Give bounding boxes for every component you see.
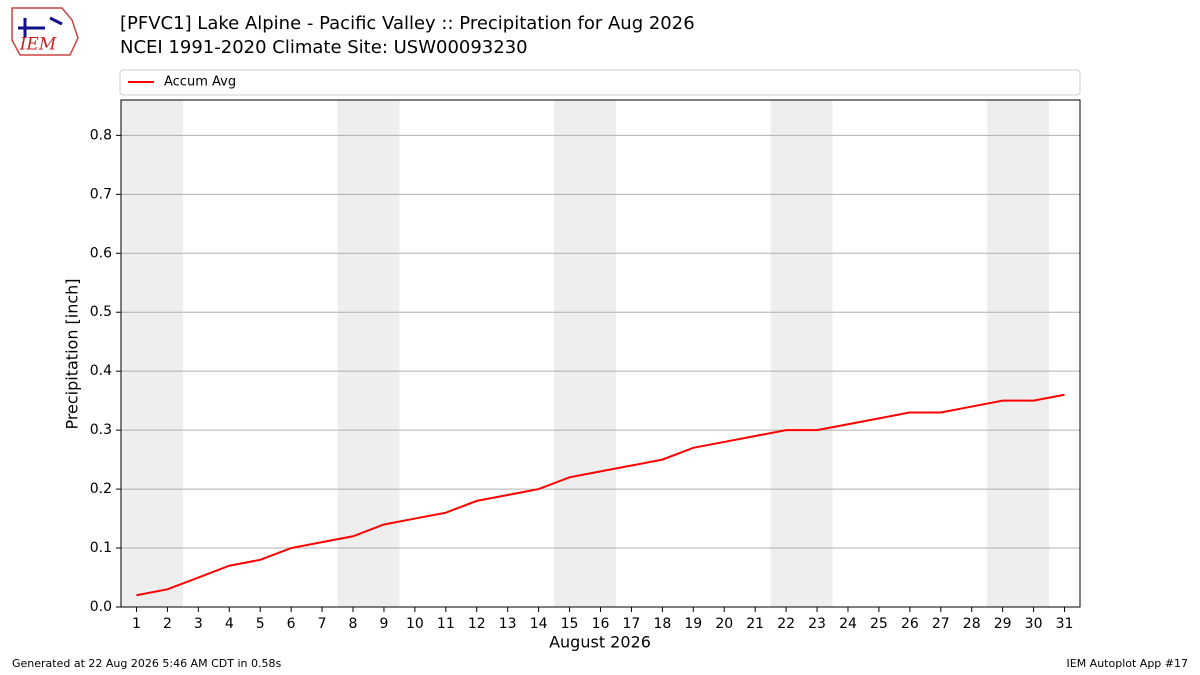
x-tick-label: 30: [1025, 616, 1043, 632]
footer-right: IEM Autoplot App #17: [1067, 657, 1189, 670]
y-axis-label: Precipitation [inch]: [63, 278, 82, 429]
x-tick-label: 22: [777, 616, 795, 632]
x-tick-label: 18: [653, 616, 671, 632]
y-tick-label: 0.5: [90, 304, 112, 320]
x-tick-label: 28: [963, 616, 981, 632]
x-tick-label: 10: [406, 616, 424, 632]
x-tick-label: 7: [318, 616, 327, 632]
logo: IEM: [11, 7, 79, 56]
x-tick-label: 29: [994, 616, 1012, 632]
x-tick-label: 4: [225, 616, 234, 632]
y-tick-label: 0.6: [90, 245, 112, 261]
x-tick-label: 9: [379, 616, 388, 632]
x-tick-label: 13: [499, 616, 517, 632]
weekend-shade: [554, 100, 616, 607]
y-tick-label: 0.0: [90, 599, 112, 615]
x-tick-label: 20: [715, 616, 733, 632]
plot-frame: [120, 99, 1081, 608]
y-tick-label: 0.4: [90, 363, 112, 379]
x-tick-label: 26: [901, 616, 919, 632]
x-tick-label: 19: [684, 616, 702, 632]
x-tick-label: 1: [132, 616, 141, 632]
chart-subtitle: NCEI 1991-2020 Climate Site: USW00093230: [120, 37, 528, 58]
logo-text: IEM: [19, 35, 57, 55]
x-tick-label: 27: [932, 616, 950, 632]
x-tick-label: 14: [530, 616, 548, 632]
y-tick-label: 0.7: [90, 186, 112, 202]
x-tick-label: 16: [592, 616, 610, 632]
series-line: [136, 393, 1065, 597]
legend-box: [119, 69, 1081, 96]
y-tick-label: 0.1: [90, 540, 112, 556]
y-tick-label: 0.2: [90, 481, 112, 497]
y-tick-label: 0.8: [90, 127, 112, 143]
x-tick-label: 31: [1056, 616, 1074, 632]
footer-left: Generated at 22 Aug 2026 5:46 AM CDT in …: [12, 657, 281, 670]
chart-title: [PFVC1] Lake Alpine - Pacific Valley :: …: [120, 13, 695, 34]
x-tick-label: 24: [839, 616, 857, 632]
x-tick-label: 3: [194, 616, 203, 632]
x-tick-label: 17: [623, 616, 641, 632]
x-axis-label: August 2026: [549, 633, 651, 652]
weekend-shade: [121, 100, 183, 607]
x-tick-label: 11: [437, 616, 455, 632]
weekend-shade: [987, 100, 1050, 607]
x-tick-label: 25: [870, 616, 888, 632]
logo-outline: [11, 7, 79, 56]
x-tick-label: 12: [468, 616, 486, 632]
x-tick-label: 2: [163, 616, 172, 632]
x-tick-label: 23: [808, 616, 826, 632]
x-tick-label: 15: [561, 616, 579, 632]
x-tick-label: 5: [256, 616, 265, 632]
legend-label: Accum Avg: [164, 75, 236, 90]
x-tick-label: 8: [349, 616, 358, 632]
x-tick-label: 6: [287, 616, 296, 632]
y-tick-label: 0.3: [90, 422, 112, 438]
x-tick-label: 21: [746, 616, 764, 632]
logo-icon: [18, 16, 63, 38]
weekend-shade: [770, 100, 833, 607]
